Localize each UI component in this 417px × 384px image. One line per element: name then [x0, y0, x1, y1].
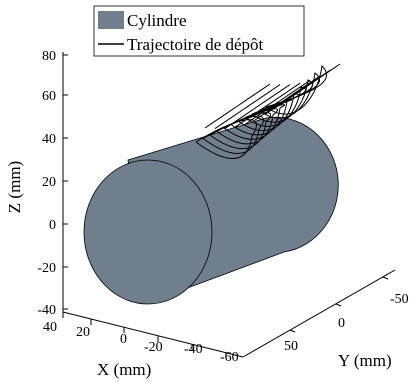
x-tick-label: 0 [120, 332, 127, 347]
y-axis-line [242, 269, 396, 358]
y-axis-label: Y (mm) [338, 351, 392, 370]
legend-label-cylindre: Cylindre [127, 11, 187, 30]
z-axis-label: Z (mm) [5, 161, 24, 213]
trajectory-crossline [234, 82, 301, 128]
trajectory-crossline [204, 83, 271, 129]
trajectory-crossline [274, 63, 341, 109]
y-tick-label: -50 [390, 292, 409, 307]
cylinder [83, 116, 339, 305]
legend-swatch-cylindre [98, 11, 124, 29]
x-ticks: 40 20 0 -20 -40 -60 [43, 312, 239, 365]
trajectory-loop [265, 64, 328, 115]
cylinder-front-face [83, 159, 213, 305]
x-axis-label: X (mm) [97, 360, 151, 379]
x-tick-label: -20 [144, 340, 163, 355]
z-tick-label: 80 [42, 49, 56, 64]
z-ticks: 80 60 40 20 0 -20 -40 [37, 49, 68, 318]
z-tick-label: -20 [37, 261, 56, 276]
z-tick-label: 20 [42, 175, 56, 190]
legend: Cylindre Trajectoire de dépôt [93, 5, 305, 57]
z-tick-label: -40 [37, 303, 56, 318]
x-tick-label: 40 [43, 320, 57, 335]
trajectory [195, 63, 341, 159]
z-tick-label: 40 [42, 132, 56, 147]
z-tick-label: 0 [49, 218, 56, 233]
y-ticks: -50 0 50 [284, 276, 409, 354]
legend-box [93, 5, 305, 57]
trajectory-crossline [214, 84, 281, 130]
x-tick-label: -40 [184, 342, 203, 357]
x-tick-label: -60 [220, 350, 239, 365]
trajectory-crossline [254, 75, 321, 121]
trajectory-crossline [244, 79, 311, 125]
y-tick-label: 0 [338, 316, 345, 331]
x-tick-label: 20 [76, 325, 90, 340]
legend-label-trajectoire: Trajectoire de dépôt [127, 35, 264, 54]
x-axis-line [62, 311, 244, 358]
y-tick-label: 50 [284, 339, 298, 354]
trajectory-crossline [224, 84, 291, 129]
z-tick-label: 60 [42, 89, 56, 104]
